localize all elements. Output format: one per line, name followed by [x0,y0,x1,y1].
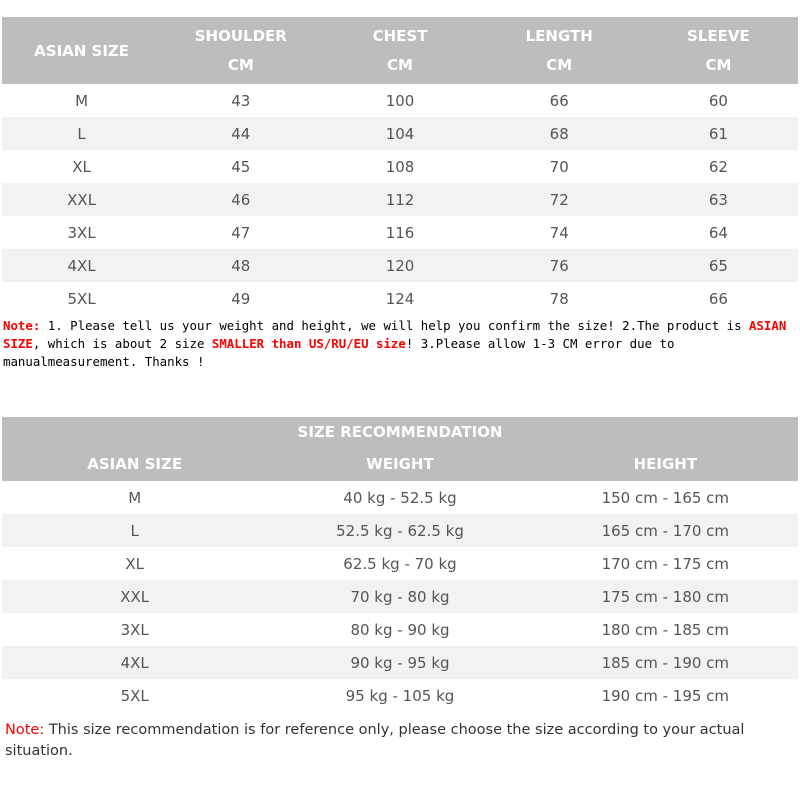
table-cell: 3XL [120,620,149,639]
table-cell: 165 cm - 170 cm [601,521,730,540]
table-cell: XL [125,554,144,573]
table-row: 4XL 90 kg - 95 kg 185 cm - 190 cm [2,646,798,679]
header-sleeve: SLEEVE CM [687,26,750,75]
table-cell: 70 [549,157,569,176]
table-cell: 3XL [67,223,96,242]
table-row: 4XL 48 120 76 65 [2,249,798,282]
size-recommendation-table: SIZE RECOMMENDATION ASIAN SIZE WEIGHT HE… [2,417,798,712]
table-row: XXL 46 112 72 63 [2,183,798,216]
table-cell: 61 [708,124,728,143]
table-cell: 124 [385,289,415,308]
table-cell: 66 [708,289,728,308]
table-cell: 64 [708,223,728,242]
table-cell: XXL [120,587,150,606]
table-cell: XL [72,157,91,176]
table-cell: 80 kg - 90 kg [350,620,450,639]
header-chest: CHEST CM [372,26,428,75]
table-cell: 150 cm - 165 cm [601,488,730,507]
table-cell: 108 [385,157,415,176]
table-cell: 62 [708,157,728,176]
table-cell: 180 cm - 185 cm [601,620,730,639]
table-cell: 44 [231,124,251,143]
table-cell: 63 [708,190,728,209]
recommendation-title: SIZE RECOMMENDATION [297,423,503,441]
table-cell: 95 kg - 105 kg [345,686,455,705]
table-cell: 120 [385,256,415,275]
table-cell: 185 cm - 190 cm [601,653,730,672]
table-row: XL 62.5 kg - 70 kg 170 cm - 175 cm [2,547,798,580]
size-chart-table: ASIAN SIZE SHOULDER CM CHEST CM LENGTH CM S… [2,17,798,315]
table-cell: 46 [231,190,251,209]
table-cell: 104 [385,124,415,143]
table-cell: 116 [385,223,415,242]
table-cell: 78 [549,289,569,308]
table-row: XXL 70 kg - 80 kg 175 cm - 180 cm [2,580,798,613]
table-row: L 52.5 kg - 62.5 kg 165 cm - 170 cm [2,514,798,547]
header-asian-size: ASIAN SIZE [87,455,183,473]
recommendation-body: M 40 kg - 52.5 kg 150 cm - 165 cm L 52.5 kg … [2,481,798,712]
table-cell: XXL [67,190,97,209]
table-cell: 170 cm - 175 cm [601,554,730,573]
table-cell: 62.5 kg - 70 kg [343,554,457,573]
table-row: 5XL 95 kg - 105 kg 190 cm - 195 cm [2,679,798,712]
table-cell: L [77,124,86,143]
table-cell: 68 [549,124,569,143]
table-cell: 100 [385,91,415,110]
table-cell: 60 [708,91,728,110]
header-height: HEIGHT [633,455,698,473]
table-cell: 70 kg - 80 kg [350,587,450,606]
table-row: M 43 100 66 60 [2,84,798,117]
table-cell: 175 cm - 180 cm [601,587,730,606]
table-cell: 48 [231,256,251,275]
table-cell: 4XL [67,256,96,275]
table-cell: 65 [708,256,728,275]
table-cell: M [75,91,89,110]
table-cell: 74 [549,223,569,242]
table-row: L 44 104 68 61 [2,117,798,150]
table-cell: 43 [231,91,251,110]
table-cell: 5XL [120,686,149,705]
table-row: 3XL 80 kg - 90 kg 180 cm - 185 cm [2,613,798,646]
table-cell: L [130,521,139,540]
table-row: 5XL 49 124 78 66 [2,282,798,315]
table-cell: 76 [549,256,569,275]
table-row: M 40 kg - 52.5 kg 150 cm - 165 cm [2,481,798,514]
note-measurement: Note: 1. Please tell us your weight and … [3,318,787,369]
table-cell: 52.5 kg - 62.5 kg [336,521,464,540]
table-cell: 47 [231,223,251,242]
table-cell: 40 kg - 52.5 kg [343,488,457,507]
table-cell: 72 [549,190,569,209]
table-cell: 66 [549,91,569,110]
table-cell: 49 [231,289,251,308]
size-chart-body: M 43 100 66 60 L 44 104 68 61 XL 45 108 70 62 XXL 46 112 7… [2,84,798,315]
header-length: LENGTH CM [525,26,593,75]
table-cell: M [128,488,142,507]
table-cell: 4XL [120,653,149,672]
recommendation-header: SIZE RECOMMENDATION ASIAN SIZE WEIGHT HE… [2,417,798,481]
table-row: 3XL 47 116 74 64 [2,216,798,249]
table-cell: 5XL [67,289,96,308]
header-asian-size: ASIAN SIZE [34,41,130,60]
table-cell: 45 [231,157,251,176]
size-chart-header: ASIAN SIZE SHOULDER CM CHEST CM LENGTH CM S… [2,17,798,84]
table-cell: 112 [385,190,415,209]
note-recommendation: Note: This size recommendation is for re… [5,722,745,759]
table-cell: 190 cm - 195 cm [601,686,730,705]
header-weight: WEIGHT [366,455,434,473]
table-cell: 90 kg - 95 kg [350,653,450,672]
header-shoulder: SHOULDER CM [194,26,287,75]
table-row: XL 45 108 70 62 [2,150,798,183]
